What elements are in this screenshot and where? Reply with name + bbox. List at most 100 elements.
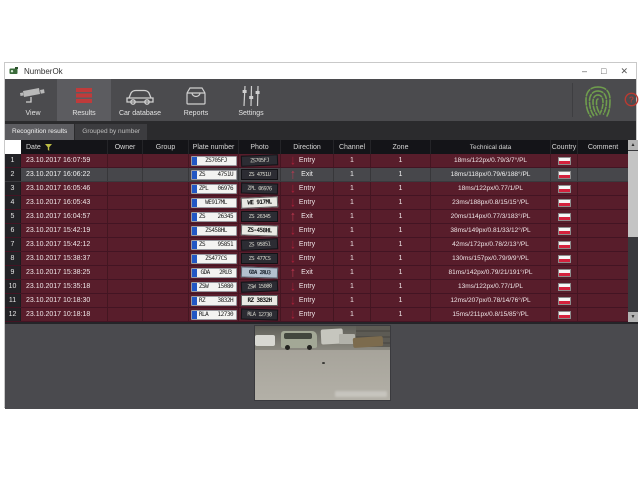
- cell-direction: ↓ Entry: [281, 182, 334, 195]
- toolbar-button-car-database[interactable]: Car database: [111, 79, 169, 121]
- cell-country: [551, 252, 578, 265]
- table-row[interactable]: 5 23.10.2017 16:04:57 ZS 26345 ZS 26345 …: [5, 210, 628, 224]
- cell-owner: [108, 252, 143, 265]
- plate-number-box[interactable]: ZS 4751U: [190, 169, 237, 180]
- cell-direction: ↓ Entry: [281, 294, 334, 307]
- cell-photo: ZSW 15080: [239, 280, 281, 293]
- plate-number-text: ZS705FJ: [205, 157, 227, 164]
- table-row[interactable]: 4 23.10.2017 16:05:43 WE917ML WE 917ML ↓…: [5, 196, 628, 210]
- plate-photo-thumb[interactable]: ZSW 15080: [240, 280, 279, 293]
- column-header-channel[interactable]: Channel: [334, 140, 371, 154]
- column-header-owner[interactable]: Owner: [108, 140, 143, 154]
- table-row[interactable]: 11 23.10.2017 10:18:30 RZ 3832H RZ 3832H…: [5, 294, 628, 308]
- cell-group: [143, 308, 189, 321]
- maximize-button[interactable]: □: [601, 66, 607, 76]
- plate-photo-thumb[interactable]: RLA 12730: [240, 308, 279, 321]
- direction-arrow-icon: ↓: [290, 224, 296, 237]
- tab-grouped-by-number[interactable]: Grouped by number: [75, 124, 148, 140]
- cell-photo: RZ 3832H: [239, 294, 281, 307]
- plate-number-box[interactable]: WE917ML: [190, 197, 237, 208]
- plate-number-box[interactable]: ZS705FJ: [190, 155, 237, 166]
- vertical-scrollbar[interactable]: ▲ ▼: [628, 140, 638, 322]
- plate-photo-thumb[interactable]: ZS 95851: [240, 238, 279, 251]
- tab-recognition-results[interactable]: Recognition results: [5, 124, 75, 140]
- cell-date: 23.10.2017 15:38:25: [21, 266, 108, 279]
- plate-photo-thumb[interactable]: RZ 3832H: [241, 295, 278, 306]
- minimize-button[interactable]: –: [582, 66, 588, 76]
- table-row[interactable]: 3 23.10.2017 16:05:46 ZPL 06976 ZPL 0697…: [5, 182, 628, 196]
- plate-photo-thumb[interactable]: GDA 2RU3: [240, 266, 279, 279]
- plate-number-text: RLA 12730: [198, 311, 234, 318]
- plate-number-box[interactable]: ZS458HL: [190, 225, 237, 236]
- plate-number-box[interactable]: ZS 26345: [190, 211, 237, 222]
- plate-photo-thumb[interactable]: ZPL 06976: [240, 182, 279, 195]
- scroll-up-button[interactable]: ▲: [628, 140, 638, 150]
- plate-number-box[interactable]: RZ 3832H: [190, 295, 237, 306]
- plate-photo-thumb[interactable]: ZS 477CS: [241, 253, 278, 264]
- cell-owner: [108, 224, 143, 237]
- table-row[interactable]: 7 23.10.2017 15:42:12 ZS 95851 ZS 95851 …: [5, 238, 628, 252]
- plate-number-box[interactable]: ZPL 06976: [190, 183, 237, 194]
- table-row[interactable]: 10 23.10.2017 15:35:18 ZSW 15080 ZSW 150…: [5, 280, 628, 294]
- plate-number-box[interactable]: GDA 2RU3: [190, 267, 237, 278]
- help-icon[interactable]: ?: [624, 92, 639, 107]
- photo-bird: [322, 362, 325, 364]
- tab-strip: Recognition results Grouped by number: [5, 121, 636, 140]
- cell-zone: 1: [371, 154, 431, 167]
- plate-number-text: ZSW 15080: [198, 283, 234, 290]
- cell-group: [143, 252, 189, 265]
- column-header-date[interactable]: Date: [21, 140, 108, 154]
- plate-photo-thumb[interactable]: ZS 4751U: [241, 169, 278, 180]
- plate-number-box[interactable]: RLA 12730: [190, 309, 237, 320]
- column-header-plate-number[interactable]: Plate number: [189, 140, 239, 154]
- plate-number-box[interactable]: ZS477CS: [190, 253, 237, 264]
- cell-owner: [108, 266, 143, 279]
- column-header-zone[interactable]: Zone: [371, 140, 431, 154]
- cell-date: 23.10.2017 15:42:19: [21, 224, 108, 237]
- column-header-group[interactable]: Group: [143, 140, 189, 154]
- column-header-technical-data[interactable]: Technical data: [431, 140, 551, 154]
- plate-number-box[interactable]: ZS 95851: [190, 239, 237, 250]
- table-row[interactable]: 8 23.10.2017 15:38:37 ZS477CS ZS 477CS ↓…: [5, 252, 628, 266]
- scrollbar-thumb[interactable]: [628, 151, 638, 237]
- row-number: 12: [5, 308, 21, 321]
- fingerprint-icon[interactable]: [580, 83, 616, 119]
- toolbar-button-settings[interactable]: Settings: [223, 79, 279, 121]
- cell-direction: ↑ Exit: [281, 266, 334, 279]
- table-row[interactable]: 6 23.10.2017 15:42:19 ZS458HL ZS-458HL ↓…: [5, 224, 628, 238]
- column-header-country[interactable]: Country: [551, 140, 578, 154]
- column-header-direction[interactable]: Direction: [281, 140, 334, 154]
- direction-arrow-icon: ↑: [290, 266, 296, 279]
- row-number: 3: [5, 182, 21, 195]
- close-button[interactable]: ✕: [620, 66, 628, 76]
- cell-photo: ZPL 06976: [239, 182, 281, 195]
- toolbar-button-results[interactable]: Results: [57, 79, 111, 121]
- table-row[interactable]: 2 23.10.2017 16:06:22 ZS 4751U ZS 4751U …: [5, 168, 628, 182]
- plate-number-box[interactable]: ZSW 15080: [190, 281, 237, 292]
- cell-channel: 1: [334, 224, 371, 237]
- column-header-comment[interactable]: Comment: [587, 143, 619, 151]
- plate-photo-thumb[interactable]: ZS 26345: [241, 211, 278, 222]
- table-row[interactable]: 9 23.10.2017 15:38:25 GDA 2RU3 GDA 2RU3 …: [5, 266, 628, 280]
- cell-zone: 1: [371, 280, 431, 293]
- scroll-down-button[interactable]: ▼: [628, 312, 638, 322]
- toolbar-button-view[interactable]: View: [9, 79, 57, 121]
- plate-photo-thumb[interactable]: WE 917ML: [240, 196, 279, 209]
- toolbar-button-reports[interactable]: Reports: [169, 79, 223, 121]
- cell-date: 23.10.2017 16:06:22: [21, 168, 108, 181]
- cell-technical-data: 12ms/207px/0.78/14/76°/PL: [431, 294, 551, 307]
- cell-owner: [108, 196, 143, 209]
- table-row[interactable]: 1 23.10.2017 16:07:59 ZS705FJ ZS705FJ ↓ …: [5, 154, 628, 168]
- filter-funnel-icon[interactable]: [44, 143, 52, 151]
- plate-photo-thumb[interactable]: ZS-458HL: [240, 224, 279, 237]
- table-row[interactable]: 12 23.10.2017 10:18:18 RLA 12730 RLA 127…: [5, 308, 628, 322]
- photo-parked-car: [255, 335, 275, 346]
- plate-number-text: WE917ML: [205, 199, 227, 206]
- cell-technical-data: 42ms/172px/0.78/2/13°/PL: [431, 238, 551, 251]
- cell-country: [551, 210, 578, 223]
- plate-photo-thumb[interactable]: ZS705FJ: [240, 154, 279, 167]
- cell-channel: 1: [334, 252, 371, 265]
- cell-comment: [578, 224, 628, 237]
- column-header-photo[interactable]: Photo: [239, 140, 281, 154]
- direction-arrow-icon: ↓: [290, 294, 296, 307]
